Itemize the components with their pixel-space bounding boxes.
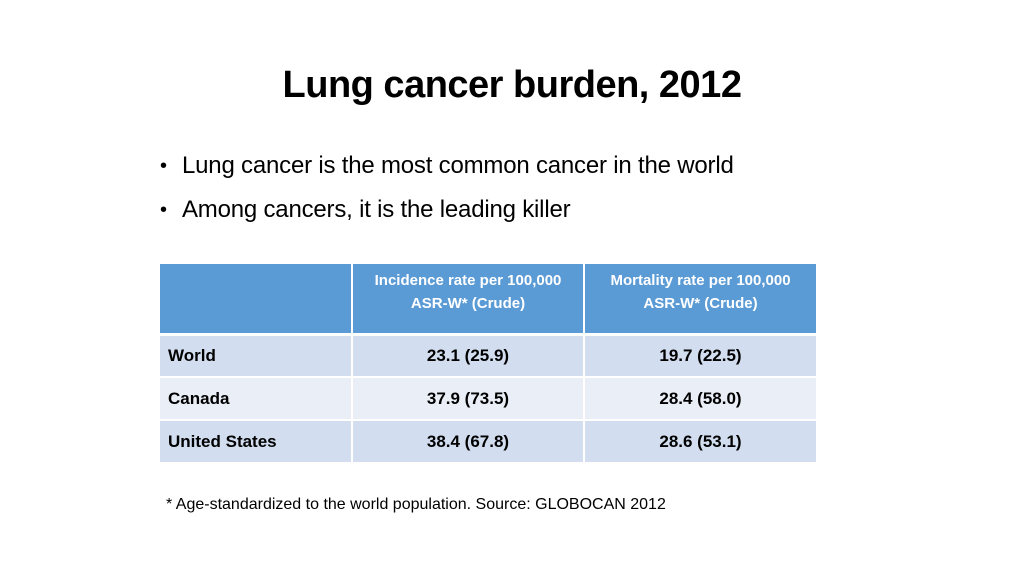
bullet-item: • Lung cancer is the most common cancer … (160, 150, 734, 182)
header-incidence-line-1: Incidence rate per 100,000 (374, 272, 562, 289)
bullet-item: • Among cancers, it is the leading kille… (160, 194, 734, 226)
header-mortality-line-1: Mortality rate per 100,000 (610, 272, 791, 289)
header-mortality-line-2: ASR-W* (Crude) (643, 295, 758, 312)
bullet-text: Lung cancer is the most common cancer in… (182, 152, 734, 179)
bullet-text: Among cancers, it is the leading killer (182, 196, 571, 223)
incidence-value: 23.1 (25.9) (352, 334, 585, 378)
table-row: United States 38.4 (67.8) 28.6 (53.1) (160, 420, 816, 464)
mortality-value: 28.4 (58.0) (584, 377, 816, 421)
source-footnote: * Age-standardized to the world populati… (166, 496, 666, 513)
bullet-list: • Lung cancer is the most common cancer … (160, 150, 734, 238)
header-incidence: Incidence rate per 100,000 ASR-W* (Crude… (352, 264, 585, 336)
header-empty-cell (160, 264, 353, 336)
incidence-value: 38.4 (67.8) (352, 420, 585, 464)
header-mortality: Mortality rate per 100,000 ASR-W* (Crude… (584, 264, 816, 336)
table-row: Canada 37.9 (73.5) 28.4 (58.0) (160, 377, 816, 421)
bullet-dot-icon: • (160, 155, 167, 177)
slide-title: Lung cancer burden, 2012 (282, 64, 742, 106)
row-label: World (160, 334, 353, 378)
mortality-value: 28.6 (53.1) (584, 420, 816, 464)
header-incidence-line-2: ASR-W* (Crude) (410, 295, 526, 312)
table-header-row: Incidence rate per 100,000 ASR-W* (Crude… (160, 264, 816, 336)
mortality-value: 19.7 (22.5) (584, 334, 816, 378)
bullet-dot-icon: • (160, 199, 167, 221)
row-label: Canada (160, 377, 353, 421)
table-row: World 23.1 (25.9) 19.7 (22.5) (160, 334, 816, 378)
incidence-value: 37.9 (73.5) (352, 377, 585, 421)
row-label: United States (160, 420, 353, 464)
lung-cancer-rates-table: Incidence rate per 100,000 ASR-W* (Crude… (160, 264, 816, 464)
